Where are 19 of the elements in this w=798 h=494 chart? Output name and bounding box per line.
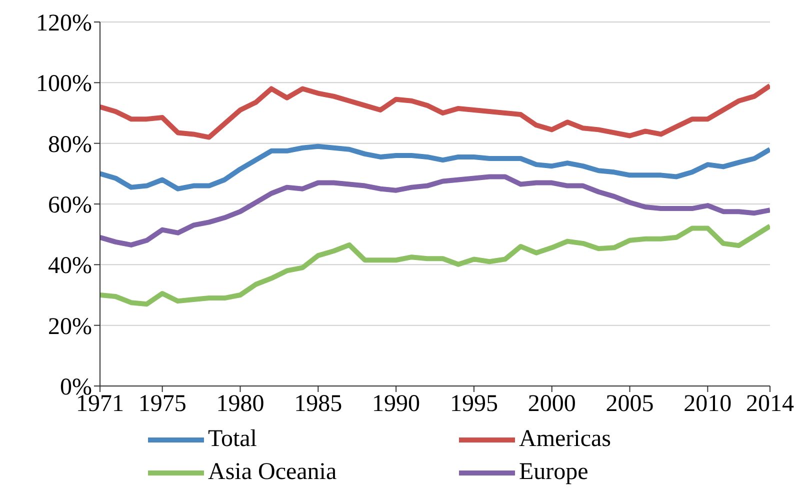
y-tick-label: 80% — [48, 132, 92, 158]
x-tick-label: 1975 — [138, 391, 186, 418]
legend-label: Americas — [519, 426, 611, 453]
x-tick-label: 1980 — [216, 391, 264, 418]
legend-label: Total — [208, 426, 257, 453]
x-tick-label: 2000 — [528, 391, 576, 418]
x-tick-label: 1990 — [372, 391, 420, 418]
legend-label: Europe — [519, 459, 588, 486]
x-tick-label: 2014 — [746, 391, 794, 418]
y-tick-label: 60% — [48, 192, 92, 219]
legend-label: Asia Oceania — [208, 459, 337, 486]
x-tick-label: 2005 — [606, 391, 654, 418]
x-tick-label: 1995 — [450, 391, 498, 418]
y-tick-label: 40% — [48, 253, 92, 280]
x-tick-label: 2010 — [684, 391, 732, 418]
y-tick-label: 120% — [36, 10, 92, 37]
y-tick-label: 100% — [36, 71, 92, 98]
y-tick-label: 20% — [48, 314, 92, 340]
x-tick-label: 1985 — [294, 391, 342, 418]
